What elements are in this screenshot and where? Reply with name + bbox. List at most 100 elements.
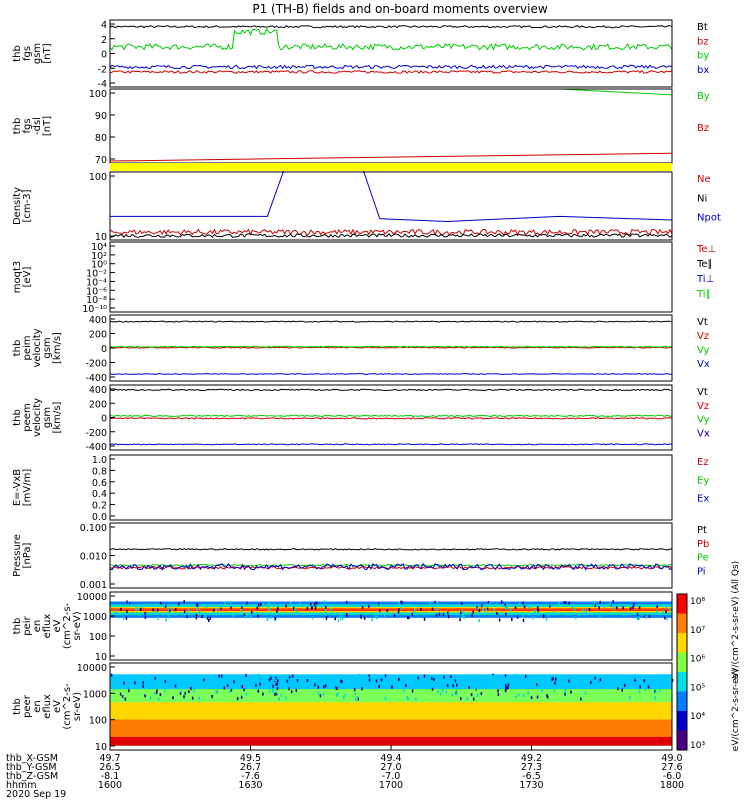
heatmap-speckle	[243, 613, 246, 617]
y-axis-label: sr-eV)	[72, 611, 83, 640]
footer-row-label: thb_Y-GSM	[6, 762, 57, 773]
y-axis-label: peir	[22, 615, 33, 635]
y-axis-label: [nPa]	[22, 542, 33, 568]
legend-label: Ni	[697, 193, 707, 204]
heatmap-speckle	[255, 684, 257, 688]
heatmap-speckle	[352, 677, 354, 681]
heatmap-speckle	[549, 604, 551, 608]
y-axis-label: eV	[52, 619, 63, 632]
legend-label: Bz	[697, 123, 709, 134]
heatmap-speckle	[430, 676, 433, 680]
heatmap-speckle	[262, 692, 264, 696]
y-axis-label: en	[32, 620, 43, 633]
heatmap-speckle	[196, 603, 198, 607]
heatmap-speckle	[218, 674, 220, 678]
heatmap-speckle	[330, 608, 332, 612]
heatmap-speckle	[321, 605, 323, 609]
heatmap-speckle	[621, 688, 623, 692]
y-axis-label: Pressure	[12, 534, 23, 577]
series-line-By	[559, 88, 673, 96]
heatmap-speckle	[195, 616, 198, 620]
legend-label: Vx	[697, 428, 710, 439]
heatmap-speckle	[378, 684, 380, 688]
heatmap-speckle	[291, 690, 293, 694]
y-axis-label: sr-eV)	[72, 692, 83, 721]
heatmap-speckle	[535, 685, 537, 689]
heatmap-speckle	[314, 603, 316, 607]
heatmap-speckle	[654, 689, 656, 693]
heatmap-speckle	[384, 696, 387, 700]
heatmap-speckle	[537, 608, 540, 612]
heatmap-speckle	[310, 685, 312, 689]
legend-label: Ne	[697, 174, 711, 185]
footer-value: -8.1	[101, 771, 120, 782]
heatmap-speckle	[193, 689, 195, 693]
heatmap-speckle	[463, 615, 465, 619]
y-tick-label: 0.010	[80, 552, 107, 563]
heatmap-speckle	[531, 616, 534, 620]
heatmap-speckle	[568, 679, 570, 683]
heatmap-speckle	[268, 601, 270, 605]
heatmap-speckle	[522, 618, 525, 622]
heatmap-speckle	[114, 611, 116, 615]
heatmap-speckle	[542, 614, 545, 618]
heatmap-speckle	[584, 691, 587, 695]
heatmap-speckle	[140, 608, 142, 612]
heatmap-speckle	[566, 612, 568, 616]
heatmap-speckle	[363, 616, 366, 620]
heatmap-speckle	[334, 617, 336, 621]
heatmap-speckle	[275, 682, 277, 686]
legend-label: Te∥	[696, 259, 713, 270]
heatmap-speckle	[547, 613, 549, 617]
heatmap-speckle	[322, 692, 325, 696]
heatmap-speckle	[411, 689, 414, 693]
heatmap-speckle	[594, 676, 596, 680]
heatmap-speckle	[472, 697, 475, 701]
heatmap-speckle	[669, 607, 672, 611]
heatmap-speckle	[286, 679, 289, 683]
heatmap-speckle	[375, 679, 378, 683]
heatmap-speckle	[170, 607, 172, 611]
heatmap-speckle	[250, 610, 253, 614]
heatmap-speckle	[273, 618, 276, 622]
heatmap-speckle	[534, 609, 536, 613]
legend-label: Te⊥	[696, 244, 716, 255]
heatmap-speckle	[497, 689, 499, 693]
heatmap-speckle	[123, 681, 125, 685]
y-tick-label: 0.0	[92, 512, 107, 523]
heatmap-speckle	[488, 679, 491, 683]
heatmap-speckle	[291, 674, 294, 678]
heatmap-speckle	[220, 605, 222, 609]
legend-label: Bt	[697, 22, 708, 33]
series-line-Vy	[109, 345, 673, 348]
heatmap-speckle	[195, 613, 198, 617]
heatmap-speckle	[169, 608, 171, 612]
heatmap-speckle	[442, 612, 445, 616]
heatmap-speckle	[341, 616, 344, 620]
footer-value: 1600	[98, 780, 122, 791]
heatmap-speckle	[144, 615, 147, 619]
series-line-Npot	[110, 168, 673, 222]
y-axis-label: thb	[12, 45, 23, 62]
heatmap-speckle	[429, 679, 432, 683]
heatmap-speckle	[393, 614, 396, 618]
series-line-Vt	[109, 388, 672, 392]
heatmap-speckle	[230, 606, 232, 610]
heatmap-speckle	[149, 696, 152, 700]
heatmap-speckle	[252, 611, 254, 615]
heatmap-speckle	[201, 676, 204, 680]
heatmap-speckle	[165, 604, 167, 608]
heatmap-speckle	[398, 677, 400, 681]
heatmap-speckle	[504, 689, 507, 693]
heatmap-speckle	[229, 600, 232, 604]
y-axis-label: (cm^2-s-	[62, 683, 73, 730]
heatmap-speckle	[326, 612, 328, 616]
heatmap-speckle	[541, 689, 544, 693]
heatmap-speckle	[168, 615, 171, 619]
y-axis-label: velocity	[32, 398, 43, 437]
colorbar-segment	[677, 594, 687, 614]
heatmap-speckle	[240, 608, 242, 612]
heatmap-speckle	[328, 674, 330, 678]
panel-frame	[109, 454, 673, 521]
